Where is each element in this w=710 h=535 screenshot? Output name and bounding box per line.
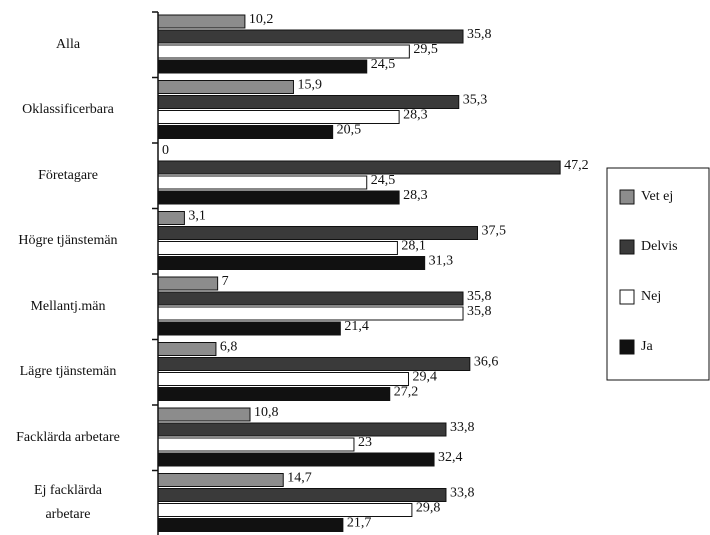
value-label: 31,3 xyxy=(429,254,454,269)
value-label: 29,8 xyxy=(416,501,441,516)
bar xyxy=(157,407,251,422)
legend-swatch xyxy=(619,239,635,255)
value-label: 10,8 xyxy=(254,405,278,420)
legend-swatch xyxy=(619,339,635,355)
bar xyxy=(157,473,284,487)
legend-label: Delvis xyxy=(641,239,678,254)
bar xyxy=(157,518,344,532)
bar xyxy=(157,14,246,29)
value-label: 28,3 xyxy=(403,108,428,123)
bar xyxy=(157,226,478,240)
bar xyxy=(157,306,464,321)
value-label: 20,5 xyxy=(337,123,362,138)
bar xyxy=(157,125,334,139)
value-label: 27,2 xyxy=(394,385,419,400)
legend-label: Vet ej xyxy=(641,189,673,204)
bar xyxy=(157,291,464,306)
bar xyxy=(157,175,368,190)
legend-swatch xyxy=(619,189,635,205)
bar xyxy=(157,95,460,109)
value-label: 15,9 xyxy=(297,78,322,93)
bar xyxy=(157,372,409,386)
value-label: 32,4 xyxy=(438,450,463,465)
category-label: Alla xyxy=(55,36,81,52)
bar xyxy=(157,110,400,124)
value-label: 3,1 xyxy=(188,209,206,224)
value-label: 37,5 xyxy=(482,224,507,239)
value-label: 29,4 xyxy=(412,370,437,385)
bar xyxy=(157,256,426,270)
value-label: 21,7 xyxy=(347,516,372,531)
value-label: 10,2 xyxy=(249,12,273,27)
bar xyxy=(157,211,185,225)
value-label: 33,8 xyxy=(450,420,475,435)
bar xyxy=(157,422,447,437)
category-label: Lägre tjänstemän xyxy=(19,364,117,380)
bar xyxy=(157,437,355,452)
legend-swatch xyxy=(619,289,635,305)
value-label: 33,8 xyxy=(450,486,475,501)
bar xyxy=(157,342,217,356)
value-label: 7 xyxy=(222,274,229,289)
value-label: 35,3 xyxy=(463,93,488,108)
value-label: 6,8 xyxy=(220,340,238,355)
bar xyxy=(157,190,400,205)
value-label: 47,2 xyxy=(564,158,589,173)
bar xyxy=(157,44,410,59)
value-label: 24,5 xyxy=(371,173,396,188)
bar xyxy=(157,241,398,255)
value-label: 28,3 xyxy=(403,188,428,203)
bar xyxy=(157,321,341,336)
value-label: 0 xyxy=(162,143,169,158)
category-label: Företagare xyxy=(38,167,98,183)
value-label: 35,8 xyxy=(467,27,492,42)
bar xyxy=(157,452,435,467)
bar xyxy=(157,80,294,94)
category-label: Ej facklärda arbetare xyxy=(33,483,102,523)
bar xyxy=(157,59,368,74)
bar xyxy=(157,357,471,371)
value-label: 35,8 xyxy=(467,304,492,319)
value-label: 23 xyxy=(358,435,372,450)
value-label: 24,5 xyxy=(371,57,396,72)
value-label: 21,4 xyxy=(344,319,369,334)
bar xyxy=(157,387,391,401)
category-label: Facklärda arbetare xyxy=(16,429,120,445)
value-label: 36,6 xyxy=(474,355,499,370)
bar xyxy=(157,160,561,175)
bar xyxy=(157,503,413,517)
bar xyxy=(157,276,219,291)
value-label: 28,1 xyxy=(401,239,426,254)
value-label: 29,5 xyxy=(413,42,438,57)
category-label: Mellantj.män xyxy=(30,298,106,314)
legend-label: Ja xyxy=(641,339,653,354)
bar xyxy=(157,488,447,502)
legend-label: Nej xyxy=(641,289,661,304)
category-label: Oklassificerbara xyxy=(22,102,114,118)
value-label: 14,7 xyxy=(287,471,312,486)
value-label: 35,8 xyxy=(467,289,492,304)
bar xyxy=(157,29,464,44)
category-label: Högre tjänstemän xyxy=(18,233,118,249)
